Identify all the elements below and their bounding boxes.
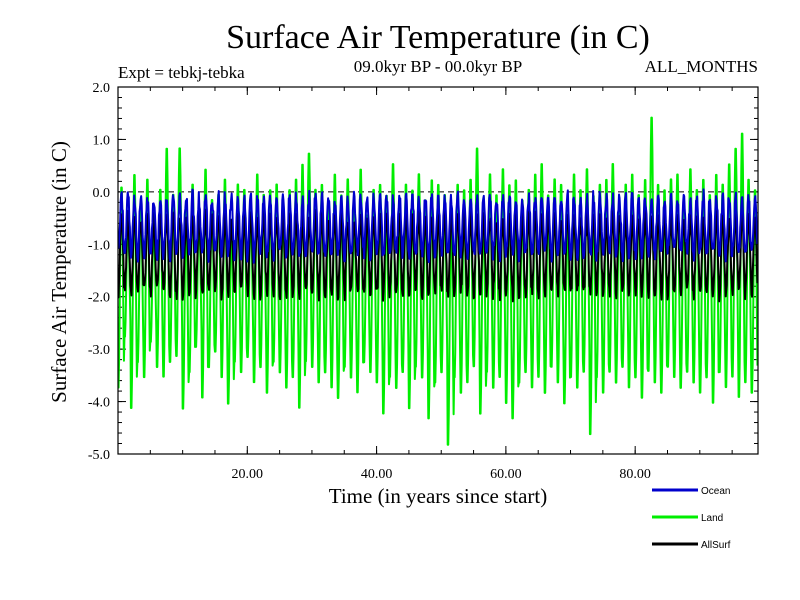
x-axis-label: Time (in years since start) bbox=[329, 484, 548, 508]
y-tick-label: 2.0 bbox=[93, 81, 111, 96]
y-axis-label: Surface Air Temperature (in C) bbox=[47, 141, 71, 403]
chart-subtitle-left: Expt = tebkj-tebka bbox=[118, 63, 245, 82]
x-tick-label: 20.00 bbox=[232, 467, 264, 482]
x-tick-label: 80.00 bbox=[619, 467, 651, 482]
y-tick-label: -5.0 bbox=[88, 448, 110, 463]
chart-title: Surface Air Temperature (in C) bbox=[226, 19, 650, 56]
y-tick-label: -3.0 bbox=[88, 343, 110, 358]
series-group bbox=[118, 116, 758, 446]
series-line-ocean bbox=[118, 188, 758, 264]
plot-frame bbox=[117, 86, 759, 455]
chart-subtitle-right: ALL_MONTHS bbox=[645, 57, 758, 76]
legend-label-land: Land bbox=[701, 513, 723, 524]
y-tick-label: -4.0 bbox=[88, 396, 110, 411]
y-tick-label: 0.0 bbox=[93, 186, 111, 201]
plot-series bbox=[118, 116, 758, 446]
x-tick-label: 40.00 bbox=[361, 467, 393, 482]
y-tick-label: 1.0 bbox=[93, 133, 111, 148]
y-tick-label: -2.0 bbox=[88, 291, 110, 306]
legend-label-ocean: Ocean bbox=[701, 486, 730, 497]
axis-ticks: 2.0 1.0 0.0 -1.0 -2.0 -3.0 -4.0 -5.0 20.00 40.00 6… bbox=[88, 81, 758, 482]
x-tick-label: 60.00 bbox=[490, 467, 522, 482]
legend-label-allsurf: AllSurf bbox=[701, 540, 731, 551]
legend: Ocean Land AllSurf bbox=[652, 486, 731, 551]
plot-border bbox=[117, 86, 759, 455]
chart-subtitle-center: 09.0kyr BP - 00.0kyr BP bbox=[354, 57, 522, 76]
y-tick-label: -1.0 bbox=[88, 238, 110, 253]
